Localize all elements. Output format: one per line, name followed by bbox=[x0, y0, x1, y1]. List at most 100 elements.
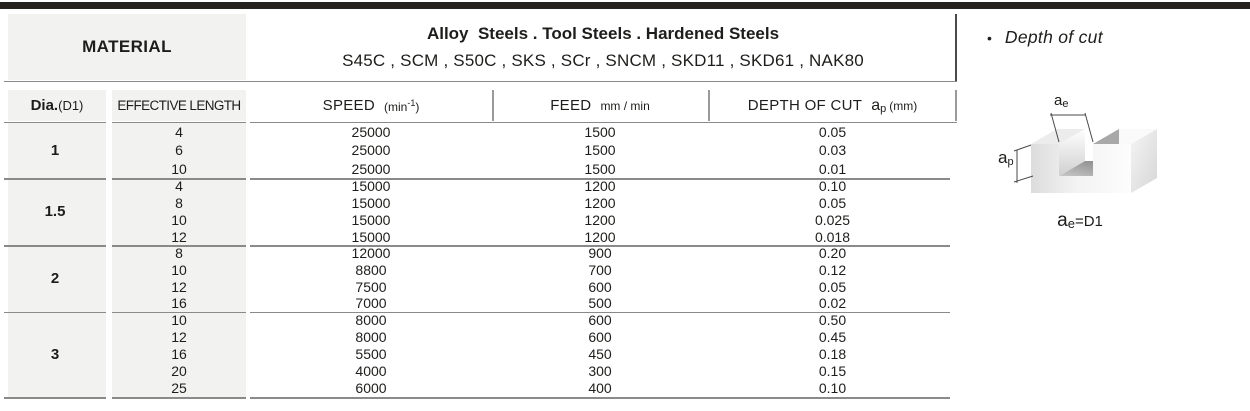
material-label: MATERIAL bbox=[82, 37, 172, 56]
group-separator bbox=[4, 245, 106, 247]
group-separator bbox=[4, 311, 106, 313]
depth-cell: 0.50 bbox=[818, 312, 847, 329]
dia-value: 1.5 bbox=[44, 203, 66, 220]
caption-text: Depth of cut bbox=[1004, 27, 1103, 47]
rule-under-title bbox=[4, 80, 957, 82]
length-cell: 20 bbox=[171, 363, 187, 380]
length-cell: 16 bbox=[171, 295, 187, 312]
feed-cell: 900 bbox=[588, 245, 612, 262]
speed-cell: 15000 bbox=[351, 211, 391, 228]
table-row: 25 6000 400 0.10 bbox=[4, 380, 957, 397]
dia-sub-label: (D1) bbox=[58, 98, 84, 113]
effective-length-column-bg bbox=[112, 123, 246, 397]
speed-cell: 7500 bbox=[355, 278, 387, 295]
speed-cell: 7000 bbox=[355, 295, 387, 312]
speed-cell: 8000 bbox=[355, 329, 387, 346]
feed-cell: 600 bbox=[588, 278, 612, 295]
header-right-border bbox=[955, 90, 957, 121]
group-separator bbox=[250, 397, 950, 399]
length-cell: 10 bbox=[171, 211, 187, 228]
depth-of-cut-diagram bbox=[1013, 112, 1157, 193]
group-separator bbox=[112, 397, 246, 399]
speed-cell: 12000 bbox=[351, 245, 391, 262]
dia-value: 1 bbox=[50, 142, 60, 159]
depth-cell: 0.018 bbox=[814, 228, 851, 245]
column-header-speed: SPEED (min-1) bbox=[250, 90, 492, 121]
speed-cell: 5500 bbox=[355, 346, 387, 363]
material-names: Alloy Steels . Tool Steels . Hardened St… bbox=[426, 23, 780, 43]
depth-label: DEPTH OF CUT bbox=[747, 97, 863, 114]
feed-cell: 1500 bbox=[584, 124, 616, 141]
length-cell: 12 bbox=[171, 329, 187, 346]
table-row: 16 5500 450 0.18 bbox=[4, 346, 957, 363]
feed-cell: 1200 bbox=[584, 195, 616, 212]
length-cell: 8 bbox=[175, 245, 183, 262]
table-row: 12 8000 600 0.45 bbox=[4, 329, 957, 346]
table-row: 8 15000 1200 0.05 bbox=[4, 195, 957, 212]
feed-cell: 700 bbox=[588, 261, 612, 278]
depth-cell: 0.10 bbox=[818, 178, 847, 195]
bullet-icon: • bbox=[987, 29, 992, 46]
dia-label: Dia. bbox=[30, 97, 59, 114]
material-grades: S45C , SCM , S50C , SKS , SCr , SNCM , S… bbox=[342, 50, 864, 70]
speed-cell: 15000 bbox=[351, 195, 391, 212]
length-cell: 10 bbox=[171, 261, 187, 278]
top-rule bbox=[0, 2, 1250, 9]
length-cell: 4 bbox=[175, 178, 183, 195]
rule-under-effective-header bbox=[112, 121, 246, 123]
ae-equals-d1-label: ae=D1 bbox=[1057, 210, 1103, 231]
table-row: 10 15000 1200 0.025 bbox=[4, 212, 957, 229]
depth-unit: (mm) bbox=[889, 98, 918, 113]
speed-cell: 15000 bbox=[351, 228, 391, 245]
depth-cell: 0.45 bbox=[818, 329, 847, 346]
feed-cell: 1500 bbox=[584, 160, 616, 177]
speed-cell: 15000 bbox=[351, 178, 391, 195]
feed-cell: 600 bbox=[588, 329, 612, 346]
table-row: 16 7000 500 0.02 bbox=[4, 295, 957, 312]
depth-cell: 0.10 bbox=[818, 380, 847, 397]
table-row: 4 15000 1200 0.10 bbox=[4, 178, 957, 195]
dia-value: 2 bbox=[50, 269, 60, 287]
depth-cell: 0.15 bbox=[818, 363, 847, 380]
rule-under-data-headers bbox=[250, 121, 957, 123]
depth-cell: 0.05 bbox=[818, 278, 847, 295]
column-header-depth-of-cut: DEPTH OF CUT ap (mm) bbox=[708, 90, 957, 121]
speed-unit: (min-1) bbox=[384, 97, 420, 114]
feed-cell: 500 bbox=[588, 295, 612, 312]
material-header-cell: MATERIAL bbox=[8, 14, 246, 80]
table-row: 4 25000 1500 0.05 bbox=[4, 123, 957, 141]
block-front-face bbox=[1031, 144, 1131, 193]
speed-cell: 4000 bbox=[355, 363, 387, 380]
column-header-effective-length: EFFECTIVE LENGTH bbox=[112, 90, 246, 121]
divider-speed-feed bbox=[492, 90, 494, 121]
feed-cell: 600 bbox=[588, 312, 612, 329]
speed-cell: 25000 bbox=[351, 124, 391, 141]
depth-symbol: ap bbox=[871, 96, 887, 115]
speed-cell: 25000 bbox=[351, 160, 391, 177]
ae-dimension-label: ae bbox=[1054, 92, 1069, 110]
table-row: 10 25000 1500 0.01 bbox=[4, 160, 957, 178]
length-cell: 10 bbox=[171, 160, 187, 177]
length-cell: 4 bbox=[175, 124, 183, 141]
group-separator bbox=[112, 311, 246, 313]
depth-cell: 0.03 bbox=[818, 142, 847, 159]
feed-cell: 450 bbox=[588, 346, 612, 363]
speed-cell: 8800 bbox=[355, 261, 387, 278]
depth-cell: 0.12 bbox=[818, 261, 847, 278]
table-row: 12 15000 1200 0.018 bbox=[4, 228, 957, 245]
group-separator bbox=[250, 245, 950, 247]
material-names-cell: Alloy Steels . Tool Steels . Hardened St… bbox=[250, 14, 956, 80]
group-separator bbox=[112, 245, 246, 247]
column-header-feed: FEED mm / min bbox=[492, 90, 708, 121]
table-row: 20 4000 300 0.15 bbox=[4, 363, 957, 380]
depth-cell: 0.05 bbox=[818, 195, 847, 212]
depth-cell: 0.18 bbox=[818, 346, 847, 363]
table-row: 10 8000 600 0.50 bbox=[4, 312, 957, 329]
speed-cell: 25000 bbox=[351, 142, 391, 159]
length-cell: 16 bbox=[171, 346, 187, 363]
column-header-dia: Dia. (D1) bbox=[8, 90, 106, 121]
group-separator bbox=[4, 397, 106, 399]
table-row: 12 7500 600 0.05 bbox=[4, 278, 957, 295]
length-cell: 10 bbox=[171, 312, 187, 329]
